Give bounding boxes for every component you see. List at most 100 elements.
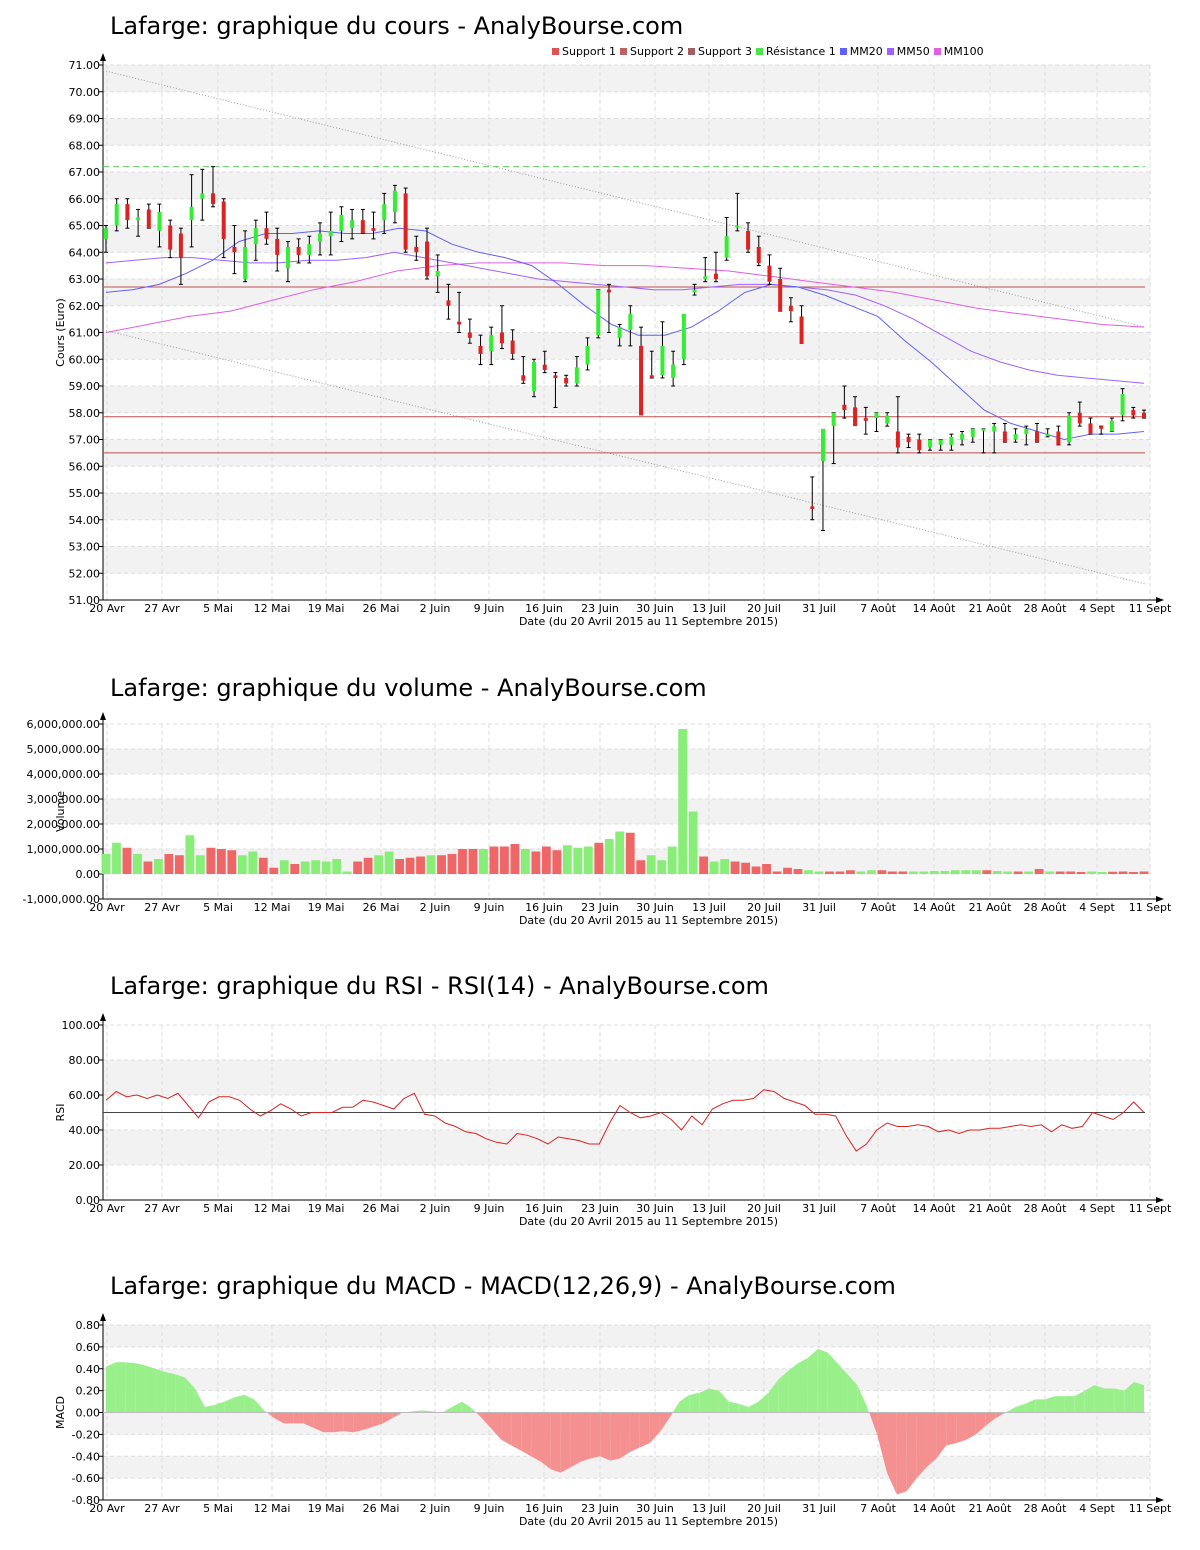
y-tick-label: 70.00 — [69, 86, 101, 99]
candle-body — [585, 345, 590, 365]
rsi-chart: 0.00 20.00 40.00 60.00 80.00 100.00 20 Avr 27 A… — [54, 1013, 1172, 1228]
x-tick-label: 4 Sept — [1079, 602, 1115, 615]
macd-area-positive — [165, 1372, 176, 1413]
x-tick-label: 26 Mai — [363, 602, 400, 615]
x-tick-label: 31 Juil — [802, 1502, 836, 1515]
candle-body — [542, 364, 547, 370]
y-tick-label: 6,000,000.00 — [27, 718, 100, 731]
macd-area-negative — [869, 1412, 878, 1435]
candle-body — [275, 238, 280, 255]
y-tick-label: 67.00 — [69, 166, 101, 179]
volume-bar — [699, 856, 709, 874]
candle-body — [339, 214, 344, 231]
candle-body — [564, 377, 569, 384]
macd-area-positive — [768, 1379, 779, 1413]
volume-bar — [772, 871, 782, 874]
x-tick-label: 23 Juin — [581, 1202, 619, 1215]
macd-area-negative — [363, 1412, 373, 1430]
x-axis-arrow — [1156, 597, 1164, 603]
volume-bar — [154, 859, 163, 874]
macd-area-positive — [1104, 1388, 1115, 1413]
x-tick-label: 20 Avr — [89, 1502, 125, 1515]
candle-body — [285, 246, 290, 269]
candle-body — [810, 506, 815, 510]
volume-bar — [835, 871, 845, 874]
volume-bar — [1118, 871, 1128, 874]
x-tick-label: 31 Juil — [802, 901, 836, 914]
macd-area-negative — [629, 1412, 640, 1452]
x-tick-label: 20 Avr — [89, 901, 125, 914]
candle-body — [788, 305, 793, 312]
macd-area-positive — [718, 1390, 729, 1413]
macd-area-positive — [106, 1362, 116, 1413]
y-axis-label: MACD — [54, 1396, 67, 1429]
volume-bar — [793, 869, 803, 874]
grid-band — [103, 1456, 1150, 1479]
grid-band — [103, 493, 1150, 520]
macd-area-positive — [204, 1404, 215, 1413]
y-tick-label: -0.20 — [72, 1428, 100, 1441]
macd-area-negative — [995, 1412, 1006, 1418]
y-tick-label: 64.00 — [69, 246, 101, 259]
candle-body — [382, 204, 387, 221]
volume-bar — [237, 855, 247, 874]
y-tick-label: 0.20 — [76, 1385, 101, 1398]
volume-bar — [133, 854, 142, 874]
macd-area-positive — [748, 1401, 759, 1413]
macd-area-positive — [817, 1349, 828, 1413]
candle-body — [692, 289, 697, 293]
macd-chart-panel: Lafarge: graphique du MACD - MACD(12,26,… — [0, 1260, 1200, 1550]
volume-bar — [846, 870, 855, 874]
mm50-line — [105, 251, 1145, 384]
volume-bar — [510, 844, 520, 874]
x-tick-label: 7 Août — [860, 1502, 897, 1515]
x-tick-label: 12 Mai — [254, 901, 291, 914]
y-tick-label: -0.60 — [72, 1472, 100, 1485]
macd-area-positive — [1114, 1388, 1125, 1413]
y-tick-label: 0.00 — [76, 868, 101, 881]
candle-body — [949, 436, 954, 445]
y-tick-label: 58.00 — [69, 407, 101, 420]
volume-bar — [363, 857, 373, 874]
volume-bar — [164, 854, 174, 874]
grid-band — [103, 1060, 1150, 1095]
grid-band — [103, 65, 1150, 92]
macd-area-negative — [560, 1412, 571, 1473]
candle-body — [221, 201, 226, 239]
x-tick-label: 27 Avr — [144, 1202, 180, 1215]
x-tick-label: 2 Juin — [420, 901, 451, 914]
x-tick-label: 27 Avr — [144, 602, 180, 615]
candle-body — [606, 289, 611, 293]
volume-bar — [636, 860, 646, 874]
volume-bar — [384, 851, 394, 874]
candle-body — [596, 289, 601, 336]
volume-bar — [1129, 872, 1138, 874]
macd-area-negative — [886, 1412, 897, 1495]
x-tick-label: 7 Août — [860, 901, 897, 914]
candle-body — [1109, 420, 1114, 432]
y-tick-label: 53.00 — [69, 541, 101, 554]
y-tick-label: 63.00 — [69, 273, 101, 286]
volume-bar — [667, 846, 677, 874]
volume-bar — [783, 867, 792, 874]
volume-bar — [657, 860, 667, 874]
legend-label: Support 3 — [697, 45, 752, 58]
candle-body — [104, 228, 108, 239]
macd-area-negative — [639, 1412, 650, 1448]
macd-area-negative — [540, 1412, 551, 1470]
y-tick-label: 0.00 — [76, 1407, 101, 1420]
macd-area-negative — [906, 1412, 917, 1492]
grid-band — [103, 279, 1150, 306]
x-tick-label: 4 Sept — [1079, 1502, 1115, 1515]
macd-area-positive — [254, 1399, 265, 1413]
x-tick-label: 28 Août — [1024, 602, 1068, 615]
candle-body — [853, 407, 858, 427]
volume-bar — [940, 871, 950, 874]
macd-area-positive — [679, 1395, 690, 1413]
macd-area-positive — [1134, 1381, 1144, 1413]
volume-bar — [762, 864, 771, 874]
candle-body — [243, 246, 248, 279]
candle-body — [831, 412, 836, 427]
volume-bar — [468, 849, 478, 874]
macd-area-negative — [333, 1412, 344, 1433]
